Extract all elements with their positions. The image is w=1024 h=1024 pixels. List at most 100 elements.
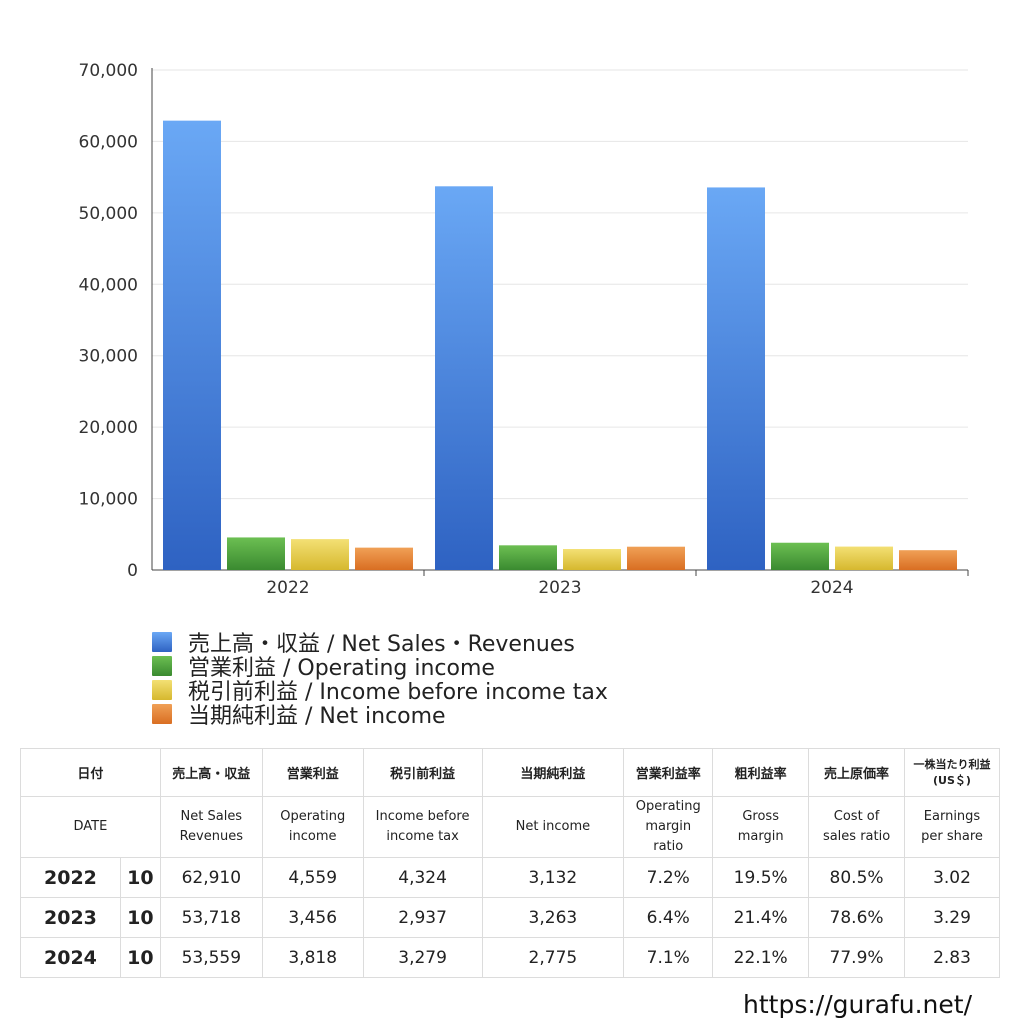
row-month: 10 [119, 857, 161, 898]
y-tick-label: 70,000 [79, 61, 138, 81]
chart-legend: 売上高・収益 / Net Sales・Revenues 営業利益 / Opera… [152, 630, 608, 729]
header-cost-en-1: Cost of [833, 809, 880, 824]
x-tick-label: 2024 [810, 578, 853, 598]
site-url[interactable]: https://gurafu.net/ [743, 990, 972, 1019]
header-eps-jp-1: 一株当たり利益 [913, 757, 991, 771]
x-tick-label: 2023 [538, 578, 581, 598]
header-net-jp: 当期純利益 [481, 748, 625, 797]
legend-item-net: 当期純利益 / Net income [152, 702, 608, 729]
y-tick-label: 60,000 [79, 132, 138, 152]
bar [835, 546, 893, 570]
y-tick-label: 10,000 [79, 490, 138, 510]
row-net: 3,263 [481, 897, 625, 938]
header-opmargin-en-3: ratio [653, 839, 684, 854]
header-net-en: Net income [481, 796, 625, 858]
header-pretax-en: Income before income tax [362, 796, 483, 858]
legend-swatch-operating [152, 656, 172, 676]
header-gross-en-1: Gross [742, 809, 779, 824]
header-date-jp: 日付 [20, 748, 161, 797]
header-date-en: DATE [20, 796, 161, 858]
row-cost: 78.6% [808, 897, 905, 938]
row-month: 10 [119, 937, 161, 978]
row-op: 3,456 [261, 897, 364, 938]
row-month: 10 [119, 897, 161, 938]
header-cost-jp: 売上原価率 [808, 748, 905, 797]
bar [435, 186, 493, 571]
header-gross-jp: 粗利益率 [712, 748, 810, 797]
legend-swatch-sales [152, 632, 172, 652]
row-sales: 53,718 [159, 897, 263, 938]
bar [227, 537, 285, 570]
header-eps-jp: 一株当たり利益 (US＄) [904, 748, 1000, 797]
header-pretax-en-1: Income before [375, 809, 470, 824]
table-header-en: DATE Net Sales Revenues Operating income I… [20, 796, 1000, 858]
table-row: 2023 10 53,718 3,456 2,937 3,263 6.4% 21… [20, 897, 1000, 938]
y-tick-label: 40,000 [79, 275, 138, 295]
row-opmargin: 6.4% [623, 897, 714, 938]
row-eps: 3.02 [904, 857, 1000, 898]
header-pretax-en-2: income tax [386, 829, 459, 844]
legend-label-net: 当期純利益 / Net income [188, 704, 446, 729]
bar [291, 539, 349, 570]
header-eps-en: Earnings per share [904, 796, 1000, 858]
bar [627, 546, 685, 570]
bar [899, 550, 957, 570]
row-gross: 22.1% [712, 937, 810, 978]
header-gross-en: Gross margin [712, 796, 810, 858]
y-tick-label: 50,000 [79, 204, 138, 224]
row-pretax: 3,279 [362, 937, 483, 978]
bar [499, 545, 557, 570]
header-eps-en-2: per share [921, 829, 983, 844]
row-year: 2024 [20, 937, 121, 978]
header-opmargin-jp: 営業利益率 [623, 748, 714, 797]
row-eps: 2.83 [904, 937, 1000, 978]
header-op-jp: 営業利益 [261, 748, 364, 797]
row-year: 2023 [20, 897, 121, 938]
row-gross: 19.5% [712, 857, 810, 898]
header-gross-en-2: margin [737, 829, 784, 844]
row-eps: 3.29 [904, 897, 1000, 938]
row-pretax: 4,324 [362, 857, 483, 898]
header-pretax-jp: 税引前利益 [362, 748, 483, 797]
bar [707, 187, 765, 570]
y-tick-label: 20,000 [79, 418, 138, 438]
header-op-en-1: Operating [280, 809, 346, 824]
bar [355, 547, 413, 570]
legend-label-operating: 営業利益 / Operating income [188, 656, 495, 681]
header-opmargin-en: Operating margin ratio [623, 796, 714, 858]
y-tick-label: 30,000 [79, 347, 138, 367]
header-sales-jp: 売上高・収益 [159, 748, 263, 797]
header-op-en-2: income [288, 829, 337, 844]
bar [771, 542, 829, 570]
header-opmargin-en-1: Operating [635, 799, 701, 814]
header-eps-jp-2: (US＄) [933, 773, 971, 787]
legend-item-sales: 売上高・収益 / Net Sales・Revenues [152, 630, 608, 657]
header-sales-en: Net Sales Revenues [159, 796, 263, 858]
bar [163, 120, 221, 571]
legend-label-pretax: 税引前利益 / Income before income tax [188, 680, 608, 705]
row-cost: 80.5% [808, 857, 905, 898]
row-year: 2022 [20, 857, 121, 898]
row-opmargin: 7.2% [623, 857, 714, 898]
row-op: 4,559 [261, 857, 364, 898]
header-sales-en-1: Net Sales [180, 809, 243, 824]
row-opmargin: 7.1% [623, 937, 714, 978]
y-tick-label: 0 [127, 561, 138, 581]
row-sales: 62,910 [159, 857, 263, 898]
row-op: 3,818 [261, 937, 364, 978]
row-cost: 77.9% [808, 937, 905, 978]
legend-item-operating: 営業利益 / Operating income [152, 654, 608, 681]
bar-chart: 0 10,000 20,000 30,000 40,000 50,000 60,000 70,… [79, 61, 969, 598]
legend-swatch-pretax [152, 680, 172, 700]
row-pretax: 2,937 [362, 897, 483, 938]
table-row: 2022 10 62,910 4,559 4,324 3,132 7.2% 19… [20, 857, 1000, 898]
table-header-jp: 日付 売上高・収益 営業利益 税引前利益 当期純利益 営業利益率 粗利益率 売上… [20, 748, 1000, 797]
legend-label-sales: 売上高・収益 / Net Sales・Revenues [188, 632, 575, 657]
row-gross: 21.4% [712, 897, 810, 938]
bar [563, 549, 621, 570]
legend-swatch-net [152, 704, 172, 724]
header-sales-en-2: Revenues [179, 829, 243, 844]
header-eps-en-1: Earnings [923, 809, 981, 824]
header-op-en: Operating income [261, 796, 364, 858]
row-sales: 53,559 [159, 937, 263, 978]
